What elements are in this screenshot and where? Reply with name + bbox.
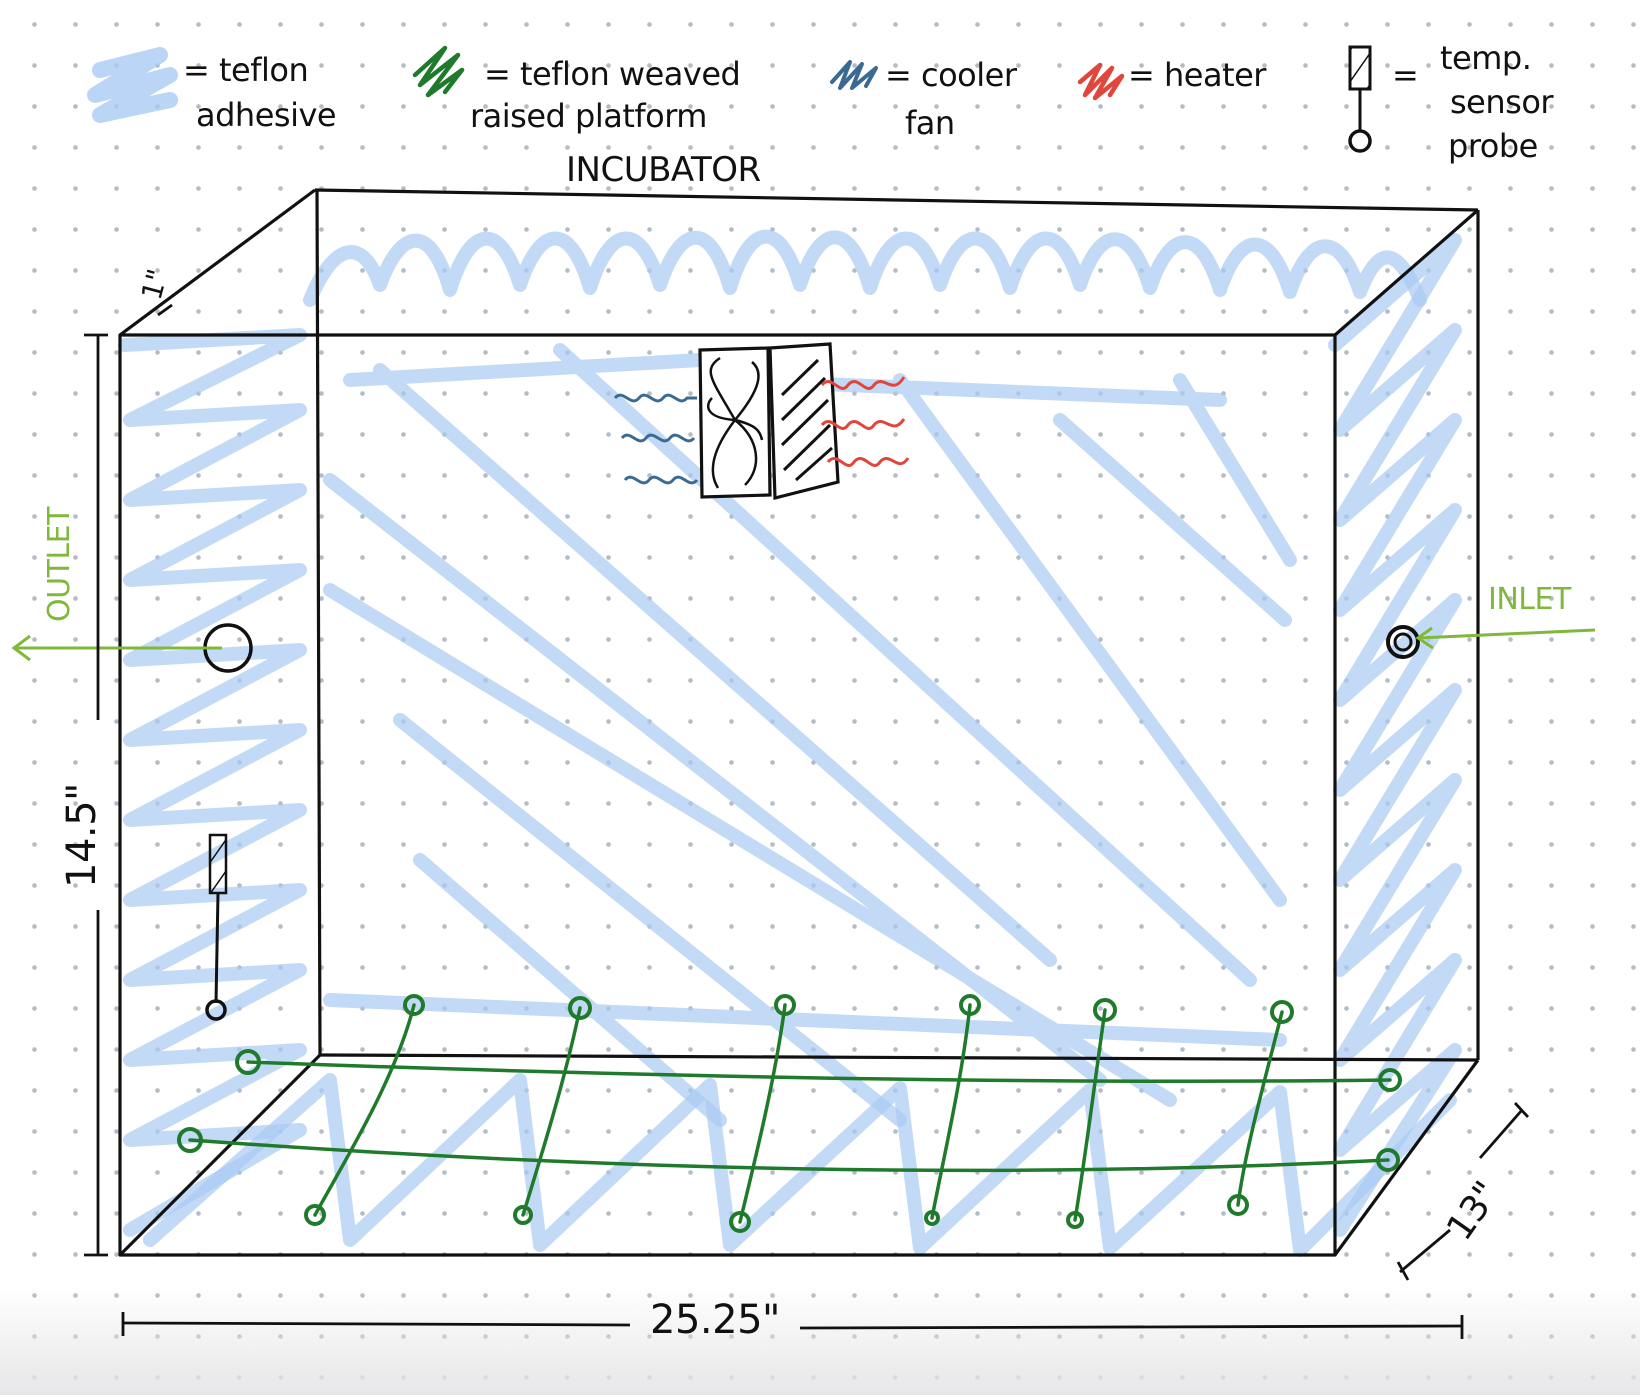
platform-rail-back [246,1060,1392,1084]
wall-dim-tick [157,303,173,317]
outlet-port [11,623,253,673]
heater-hatch [780,358,833,482]
blue-scribble-icon [87,47,178,123]
heater [768,342,910,501]
fan-housing [698,346,772,499]
box-back-bottom-edge [319,1053,1479,1062]
legend-platform-line2: raised platform [470,97,707,135]
box-edge-bottom-right [1333,1059,1480,1256]
legend-probe-line3: probe [1448,127,1538,165]
dimension-lines [84,303,1530,1339]
legend-icons [87,45,1372,153]
cooler-fan [613,346,772,499]
platform-strand-5 [1073,1008,1107,1222]
dark-blue-scribble-icon [830,60,878,90]
platform-rail-front [188,1138,1390,1173]
platform-strand-4 [930,1003,972,1220]
teflon-adhesive-fill [118,229,1462,1257]
fan-blade-icon [707,356,764,489]
box-back-top-edge [314,188,1479,212]
legend-probe-line1: temp. [1440,39,1532,77]
box-edge-top-left [119,188,316,337]
red-scribble-icon [1077,62,1125,101]
legend-fan-line1: = cooler [885,56,1017,94]
depth-dim-upper [1478,1109,1524,1159]
legend-probe-equals: = [1392,56,1419,94]
heat-waves [820,376,910,467]
platform-strand-3 [738,1003,787,1224]
platform-strand-6 [1236,1010,1284,1207]
platform-strand-2 [521,1006,582,1217]
box-edge-bottom-left [118,1053,322,1257]
adhesive-floor [143,1073,1457,1257]
box-front-face [118,333,1337,1257]
width-label: 25.25" [650,1297,780,1343]
raised-platform [177,994,1402,1233]
width-dim-right [799,1324,1463,1330]
platform-knots [177,994,1402,1233]
legend-adhesive-line1: = teflon [183,51,309,89]
platform-strand-1 [313,1003,416,1217]
legend-adhesive-line2: adhesive [196,96,337,134]
box-edge-top-right [1333,208,1480,337]
cool-air-waves [613,393,699,485]
diagram-title: INCUBATOR [566,150,761,190]
paper-bottom-shade [0,1285,1640,1395]
legend-probe-line2: sensor [1450,83,1554,121]
inlet-port [1386,625,1596,659]
legend-platform-line1: = teflon weaved [484,55,741,93]
box-back-left-edge [315,189,322,1056]
temp-sensor-probe [205,833,228,1021]
green-scribble-icon [412,45,465,98]
adhesive-left-wall [118,328,307,1237]
width-dim-left [122,1321,631,1327]
temp-probe-icon [1348,45,1372,153]
adhesive-top-band [303,229,1427,307]
inlet-label: INLET [1488,582,1571,617]
outlet-label: OUTLET [42,507,77,622]
adhesive-back-wall [323,343,1297,1127]
adhesive-right-wall [1328,233,1462,1237]
legend-fan-line2: fan [905,104,955,142]
legend-heater-line1: = heater [1128,56,1266,94]
height-label: 14.5" [59,783,105,888]
depth-dim-lower [1399,1228,1451,1274]
